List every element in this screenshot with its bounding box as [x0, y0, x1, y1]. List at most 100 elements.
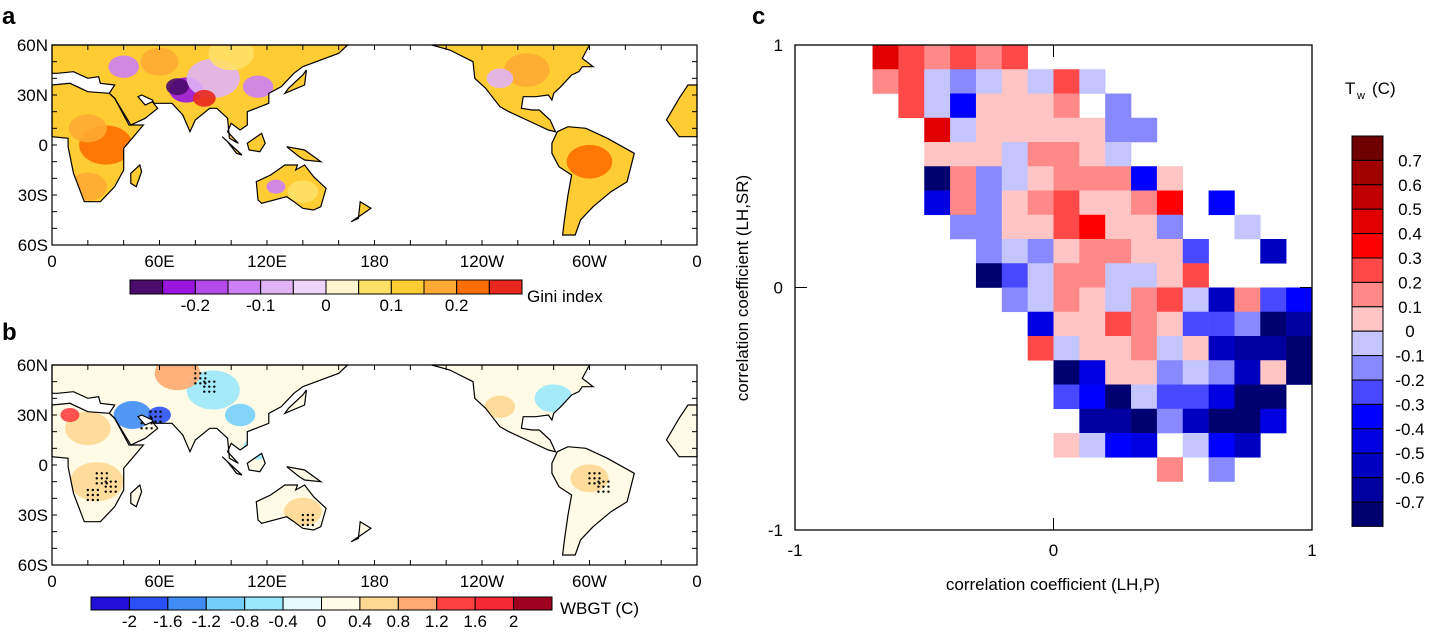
heatmap-cell — [1001, 166, 1028, 191]
colorbar-tick-label: 0 — [317, 612, 326, 631]
heatmap-cell — [1208, 190, 1235, 216]
significance-dot — [598, 472, 601, 475]
heatmap-cell — [1027, 93, 1054, 119]
significance-dot — [194, 372, 197, 375]
coastline-northamerica — [431, 364, 595, 453]
heatmap-cell — [1053, 117, 1080, 143]
significance-dot — [213, 390, 216, 393]
heatmap-cell — [1053, 239, 1080, 264]
colorbar-bin — [292, 279, 327, 295]
colorbar-bin — [205, 596, 246, 611]
lon-tick-label: 0 — [47, 252, 56, 271]
significance-dot — [301, 518, 305, 522]
colorbar-bin — [1351, 233, 1384, 259]
colorbar-tick-label: -0.3 — [1395, 395, 1424, 414]
colorbar-tick-label: 0.6 — [1398, 176, 1422, 195]
heatmap-cell — [1001, 93, 1028, 119]
heatmap-cell — [1079, 336, 1106, 361]
heatmap-cell — [1234, 311, 1261, 337]
land-fill-layer — [52, 365, 697, 555]
heatmap-cell — [975, 142, 1003, 167]
heatmap-cell — [924, 93, 951, 119]
colorbar-bin — [436, 596, 476, 611]
field-patch — [503, 53, 550, 87]
heatmap-cell — [950, 142, 977, 167]
lon-tick-label: 0 — [692, 572, 701, 591]
heatmap-cell — [1208, 311, 1235, 337]
heatmap-cell — [975, 214, 1003, 240]
heatmap-cell — [1079, 433, 1106, 458]
heatmap-cell — [898, 93, 925, 119]
colorbar-bin — [1351, 379, 1384, 405]
field-patch — [287, 180, 319, 203]
colorbar-tick-label: -0.2 — [1395, 371, 1424, 390]
heatmap-cell — [1286, 336, 1313, 361]
heatmap-cell — [1053, 360, 1080, 385]
colorbar-tick-label: 0.8 — [387, 612, 411, 631]
lon-tick-label: 60E — [144, 252, 174, 271]
lat-tick-label: 60N — [17, 36, 48, 55]
colorbar-tick-label: 0.2 — [445, 296, 469, 315]
colorbar-tick-label: -0.8 — [230, 612, 259, 631]
heatmap-panel-c: -1 0 1 1 0 -1 — [768, 36, 1317, 560]
panel-label-c: c — [752, 3, 765, 30]
colorbar-tw-title-main: T — [1345, 79, 1355, 98]
significance-dot — [607, 485, 610, 488]
colorbar-tw: 0.7 0.6 0.5 0.4 0.3 0.2 0.1 0 -0.1 -0.2 -0.3 -0.4 -0… — [1351, 135, 1425, 527]
heatmap-cell — [1079, 311, 1106, 337]
heatmap-cell — [898, 69, 925, 94]
heatmap-cell — [1156, 360, 1184, 385]
colorbar-bin — [513, 596, 553, 611]
land-newzealand — [351, 201, 371, 222]
heatmap-cell — [1105, 166, 1132, 191]
heatmap-cell — [975, 45, 1003, 70]
field-patch — [224, 403, 256, 427]
heatmap-cell — [1131, 263, 1158, 288]
colorbar-tw-title-unit: (C) — [1372, 79, 1396, 98]
heatmap-cell — [1105, 263, 1132, 288]
colorbar-bin — [1351, 159, 1384, 186]
heatmap-cell — [1131, 287, 1158, 313]
heatmap-cell — [1182, 311, 1209, 337]
colorbar-bin — [260, 279, 294, 295]
heatmap-cell — [975, 93, 1003, 119]
significance-dot — [109, 480, 112, 483]
coastline-northamerica — [431, 44, 595, 133]
heatmap-cell — [872, 45, 899, 70]
significance-dot — [311, 518, 315, 522]
colorbar-bin — [227, 279, 262, 295]
y-tick-label: 0 — [774, 279, 783, 298]
significance-dot — [306, 513, 310, 517]
x-tick-label: 0 — [1049, 541, 1058, 560]
heatmap-cell — [975, 239, 1003, 264]
heatmap-cell — [1027, 117, 1054, 143]
heatmap-cell — [1286, 360, 1313, 385]
colorbar-bin — [474, 596, 515, 611]
lat-tick-label: 60S — [18, 236, 48, 255]
coastline-southamerica — [551, 446, 635, 556]
heatmap-cell — [1208, 360, 1235, 385]
heatmap-cell — [1182, 263, 1209, 288]
heatmap-cell — [1053, 190, 1080, 216]
coastline-newzealand — [350, 520, 372, 543]
colorbar-bin — [358, 279, 392, 295]
significance-dot — [203, 390, 206, 393]
heatmap-cell — [1053, 287, 1080, 313]
colorbar-bin — [90, 596, 130, 611]
heatmap-cell — [1001, 214, 1028, 240]
heatmap-cell — [1079, 214, 1106, 240]
significance-dot — [306, 518, 310, 522]
heatmap-cell — [1182, 360, 1209, 385]
significance-dot — [306, 523, 310, 527]
heatmap-cell — [1027, 142, 1054, 167]
heatmap-cell — [1156, 214, 1184, 240]
heatmap-cell — [1027, 214, 1054, 240]
colorbar-tick-label: -1.6 — [153, 612, 182, 631]
heatmap-cell — [1027, 336, 1054, 361]
significance-dot — [301, 513, 305, 517]
heatmap-cell — [924, 45, 951, 70]
lon-tick-label: 120E — [247, 572, 287, 591]
colorbar-tick-label: 0 — [1405, 322, 1414, 341]
heatmap-cell — [1001, 117, 1028, 143]
heatmap-cell — [1079, 384, 1106, 410]
